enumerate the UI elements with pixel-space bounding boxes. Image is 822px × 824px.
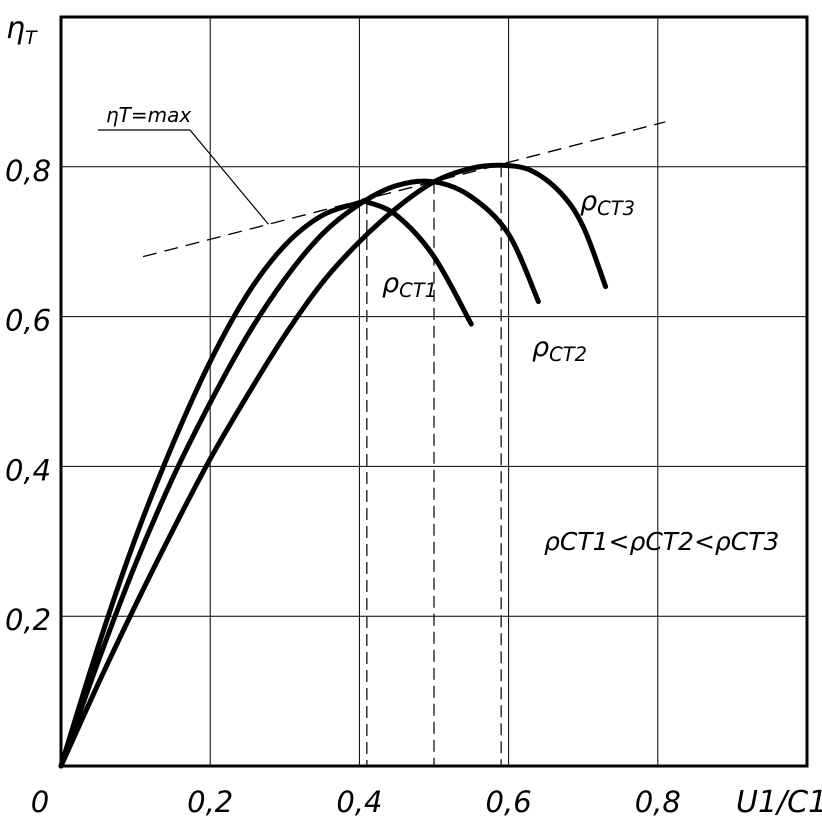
series-curve-3 xyxy=(58,162,609,769)
x-tick-label-1: 0,2 xyxy=(187,785,233,819)
y-axis-label-sub: T xyxy=(25,27,38,49)
x-axis-label: U1/C1 xyxy=(736,785,822,820)
y-axis-label: ηT xyxy=(6,11,38,49)
x-tick-label-2: 0,4 xyxy=(336,785,382,819)
tick-labels: 0 0,2 0,4 0,6 0,8 0,2 0,4 0,6 0,8 xyxy=(5,154,681,819)
max-line-label: ηT=max xyxy=(106,103,191,127)
series-curve-1 xyxy=(58,198,474,769)
series-label-2: ρСТ2 xyxy=(532,332,587,366)
series-curve-2 xyxy=(58,178,541,769)
y-tick-label-3: 0,6 xyxy=(5,304,51,338)
series-label-1: ρСТ1 xyxy=(382,268,437,302)
series-label-3: ρСТ3 xyxy=(580,186,635,220)
x-tick-label-4: 0,8 xyxy=(635,785,681,819)
y-tick-label-4: 0,8 xyxy=(5,154,51,188)
y-tick-label-2: 0,4 xyxy=(5,453,51,487)
max-label-leader xyxy=(98,129,269,225)
x-tick-label-0: 0 xyxy=(31,785,49,819)
series-relation-annotation: ρСТ1<ρСТ2<ρСТ3 xyxy=(544,527,779,556)
series-curves xyxy=(58,162,609,769)
y-tick-label-1: 0,2 xyxy=(5,603,51,637)
max-efficiency-line xyxy=(142,121,666,258)
y-axis-label-main: η xyxy=(6,11,25,46)
optimum-guides xyxy=(366,165,502,766)
x-tick-label-3: 0,6 xyxy=(486,785,532,819)
